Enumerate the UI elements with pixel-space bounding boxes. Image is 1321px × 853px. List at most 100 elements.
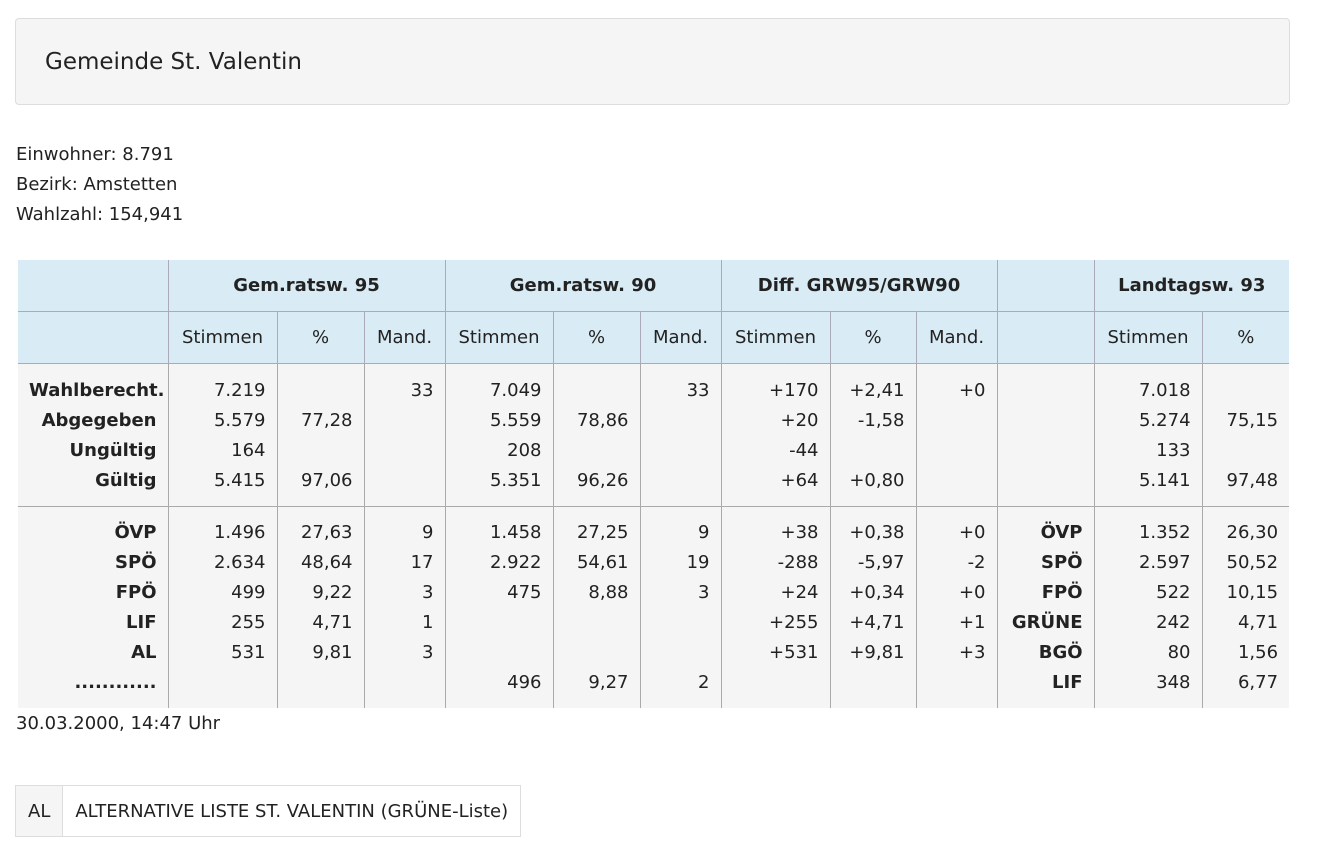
row-label: LIF [18,607,168,637]
table-cell [276,435,364,465]
table-cell: 5.351 [444,465,553,507]
table-cell: 9,22 [276,577,364,607]
column-header: % [1201,311,1290,364]
table-cell [829,667,916,708]
table-cell: 2.597 [1093,547,1203,577]
table-cell: 9,81 [276,637,364,667]
column-header: Mand. [639,311,721,364]
table-cell: 80 [1093,637,1203,667]
table-cell: 77,28 [276,405,364,435]
title-panel: Gemeinde St. Valentin [15,18,1290,105]
table-cell [444,607,553,637]
row-label: ÖVP [996,506,1095,547]
table-cell: 5.415 [167,465,277,507]
table-cell: 26,30 [1201,506,1290,547]
table-cell: 33 [363,363,445,405]
row-label: Abgegeben [18,405,168,435]
column-header: % [552,311,640,364]
column-header: Stimmen [1093,311,1203,364]
table-cell [276,667,364,708]
table-cell: 3 [363,577,445,607]
table-cell: 531 [167,637,277,667]
table-cell: 97,06 [276,465,364,507]
table-cell: 2.634 [167,547,277,577]
table-cell: 7.219 [167,363,277,405]
table-cell: 242 [1093,607,1203,637]
column-header-row: Stimmen% Mand. Stimmen% Mand. Stimmen% Mand. S… [18,311,1290,364]
table-cell: -1,58 [829,405,916,435]
group-header: Gem.ratsw. 90 [444,260,721,312]
row-label: SPÖ [18,547,168,577]
table-cell: 4,71 [1201,607,1290,637]
table-cell: 1 [363,607,445,637]
table-cell: +3 [915,637,998,667]
table-cell: +1 [915,607,998,637]
table-cell: 348 [1093,667,1203,708]
table-cell [167,667,277,708]
table-cell: 96,26 [552,465,640,507]
table-cell [639,435,721,465]
column-header [996,311,1095,364]
table-cell: +0,80 [829,465,916,507]
table-cell: 33 [639,363,721,405]
table-cell: 164 [167,435,277,465]
table-cell: -2 [915,547,998,577]
table-cell: 9 [363,506,445,547]
table-cell: 9 [639,506,721,547]
table-cell: +170 [720,363,830,405]
column-header: Stimmen [167,311,277,364]
row-label: LIF [996,667,1095,708]
table-cell: 54,61 [552,547,640,577]
results-table: Gem.ratsw. 95 Gem.ratsw. 90 Diff. GRW95/GR… [18,260,1290,708]
table-row: FPÖ 499 9,22 3 475 8,88 3 +24 +0,34 +0 FPÖ 522 10,15 [18,577,1290,607]
table-cell: 2 [639,667,721,708]
legend-name: ALTERNATIVE LISTE ST. VALENTIN (GRÜNE-Li… [75,800,509,822]
row-label: BGÖ [996,637,1095,667]
row-label: Gültig [18,465,168,507]
row-label: SPÖ [996,547,1095,577]
table-cell: -5,97 [829,547,916,577]
table-cell: 6,77 [1201,667,1290,708]
row-label: AL [18,637,168,667]
row-label: ÖVP [18,506,168,547]
table-cell: 50,52 [1201,547,1290,577]
table-cell: +0,38 [829,506,916,547]
party-legend: AL ALTERNATIVE LISTE ST. VALENTIN (GRÜNE… [15,785,522,837]
column-header: % [276,311,364,364]
table-cell [552,363,640,405]
row-label [996,363,1095,405]
quota: Wahlzahl: 154,941 [16,204,184,225]
row-label: ............ [18,667,168,708]
row-label: Wahlberecht. [18,363,168,405]
table-cell: +0 [915,363,998,405]
table-cell: 48,64 [276,547,364,577]
table-cell: 1.458 [444,506,553,547]
table-cell [639,405,721,435]
table-row: ÖVP 1.496 27,63 9 1.458 27,25 9 +38 +0,38 +0 ÖVP 1.… [18,506,1290,547]
table-cell: 19 [639,547,721,577]
row-label: Ungültig [18,435,168,465]
table-cell [552,637,640,667]
table-cell: 5.274 [1093,405,1203,435]
table-row: AL 531 9,81 3 +531 +9,81 +3 BGÖ 80 1,56 [18,637,1290,667]
table-cell: 17 [363,547,445,577]
table-cell: 10,15 [1201,577,1290,607]
table-cell: 1.496 [167,506,277,547]
page-title: Gemeinde St. Valentin [45,49,302,75]
legend-abbr: AL [16,786,64,836]
column-header [18,311,168,364]
table-cell: 499 [167,577,277,607]
row-label: GRÜNE [996,607,1095,637]
table-cell: 7.018 [1093,363,1203,405]
table-row: ............ 496 9,27 2 LIF 348 6,77 [18,667,1290,708]
table-cell: 475 [444,577,553,607]
table-cell: 75,15 [1201,405,1290,435]
group-header-row: Gem.ratsw. 95 Gem.ratsw. 90 Diff. GRW95/GR… [18,260,1290,312]
column-header: Stimmen [720,311,830,364]
table-cell [915,465,998,507]
table-cell [1201,435,1290,465]
table-cell: +0 [915,577,998,607]
column-header: Mand. [363,311,445,364]
table-cell: 97,48 [1201,465,1290,507]
timestamp: 30.03.2000, 14:47 Uhr [16,713,221,734]
